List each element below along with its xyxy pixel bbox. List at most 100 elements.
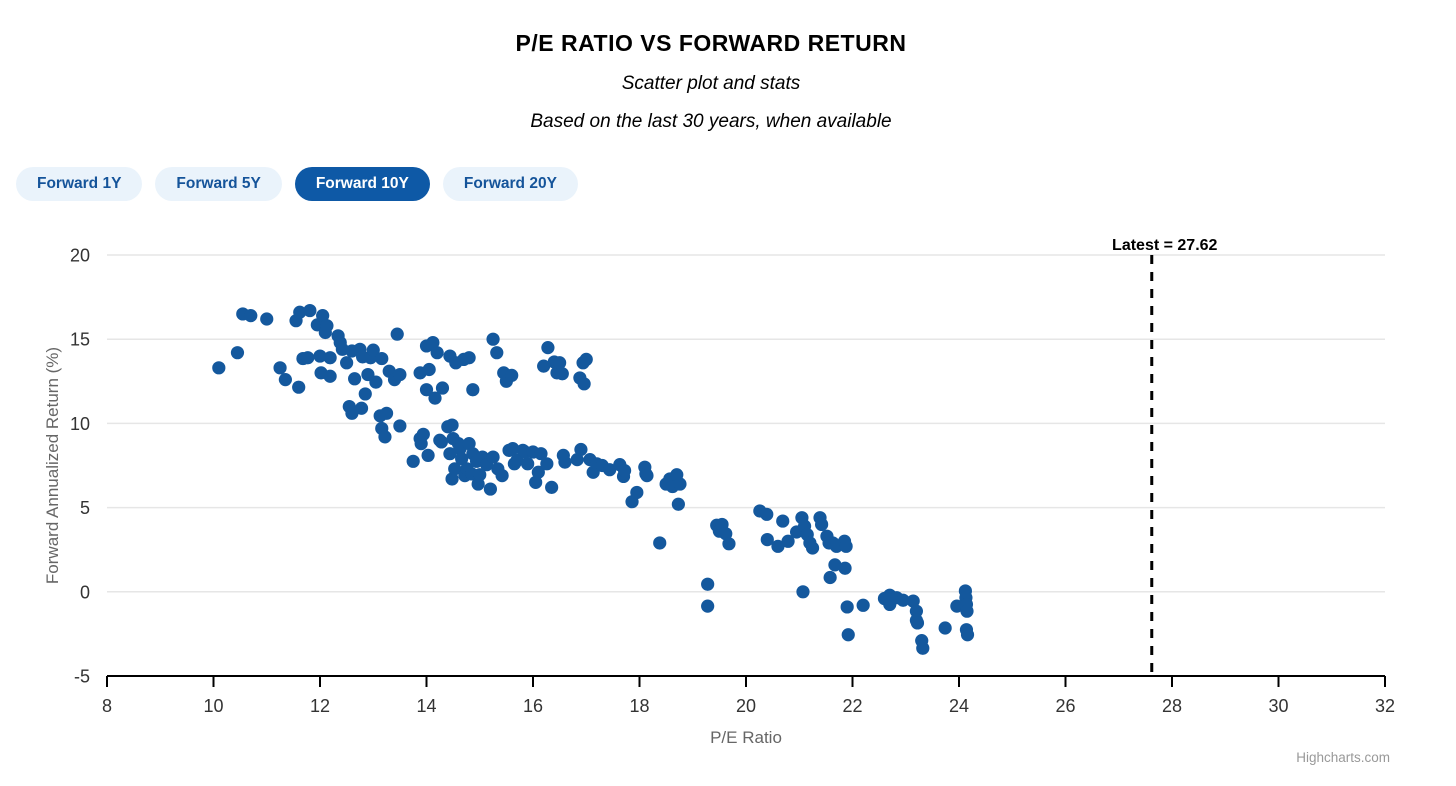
scatter-point[interactable] [553, 356, 567, 370]
scatter-point[interactable] [558, 455, 572, 469]
scatter-point[interactable] [486, 332, 500, 346]
scatter-point[interactable] [292, 380, 306, 394]
scatter-point[interactable] [796, 585, 810, 599]
scatter-point[interactable] [840, 600, 854, 614]
scatter-point[interactable] [278, 373, 292, 387]
scatter-point[interactable] [366, 343, 380, 357]
button-forward-5y[interactable]: Forward 5Y [155, 167, 282, 201]
scatter-point[interactable] [445, 418, 459, 432]
scatter-point[interactable] [960, 604, 974, 618]
scatter-point[interactable] [358, 387, 372, 401]
scatter-point[interactable] [416, 427, 430, 441]
scatter-point[interactable] [466, 383, 480, 397]
scatter-point[interactable] [579, 352, 593, 367]
scatter-point[interactable] [422, 362, 436, 377]
scatter-point[interactable] [531, 465, 545, 479]
scatter-point[interactable] [896, 593, 910, 607]
scatter-point[interactable] [323, 369, 337, 383]
button-forward-20y[interactable]: Forward 20Y [442, 167, 578, 201]
scatter-point[interactable] [577, 377, 591, 391]
scatter-point[interactable] [212, 361, 226, 375]
scatter-point[interactable] [653, 536, 667, 550]
scatter-point[interactable] [701, 577, 715, 591]
scatter-point[interactable] [771, 539, 785, 553]
scatter-point[interactable] [430, 346, 444, 360]
scatter-point[interactable] [534, 447, 548, 461]
scatter-point[interactable] [379, 406, 394, 420]
scatter-point[interactable] [443, 447, 457, 461]
scatter-point[interactable] [823, 570, 837, 585]
scatter-point[interactable] [537, 359, 551, 373]
scatter-point[interactable] [719, 527, 733, 541]
scatter-point[interactable] [428, 391, 442, 405]
scatter-point[interactable] [244, 309, 258, 323]
scatter-point[interactable] [230, 346, 245, 360]
scatter-point[interactable] [506, 442, 520, 456]
scatter-point[interactable] [815, 517, 829, 532]
scatter-point[interactable] [369, 375, 383, 389]
scatter-point[interactable] [505, 368, 519, 383]
scatter-point[interactable] [630, 485, 644, 500]
scatter-point[interactable] [640, 469, 654, 483]
scatter-point[interactable] [760, 507, 774, 521]
scatter-point[interactable] [776, 514, 790, 528]
scatter-point[interactable] [448, 462, 462, 476]
scatter-point[interactable] [701, 599, 715, 613]
scatter-point[interactable] [490, 346, 504, 360]
scatter-point[interactable] [495, 469, 509, 483]
scatter-point[interactable] [393, 419, 407, 433]
scatter-point[interactable] [570, 453, 584, 467]
scatter-point[interactable] [303, 303, 317, 318]
scatter-point[interactable] [603, 463, 617, 477]
scatter-point[interactable] [483, 482, 497, 496]
button-forward-10y[interactable]: Forward 10Y [294, 167, 430, 201]
scatter-point[interactable] [529, 475, 543, 489]
scatter-point[interactable] [671, 497, 685, 511]
scatter-point[interactable] [574, 442, 588, 457]
scatter-point[interactable] [340, 356, 354, 370]
scatter-point[interactable] [486, 450, 500, 464]
scatter-point[interactable] [839, 539, 853, 553]
scatter-point[interactable] [760, 532, 774, 547]
scatter-point[interactable] [348, 372, 362, 386]
scatter-point[interactable] [960, 628, 975, 642]
scatter-point[interactable] [555, 367, 569, 381]
scatter-point[interactable] [390, 327, 404, 341]
scatter-point[interactable] [260, 312, 274, 326]
scatter-point[interactable] [856, 598, 870, 612]
scatter-point[interactable] [393, 367, 407, 382]
scatter-point[interactable] [313, 349, 327, 363]
scatter-point[interactable] [521, 457, 535, 471]
scatter-point[interactable] [455, 452, 469, 466]
scatter-point[interactable] [722, 537, 736, 551]
scatter-point[interactable] [909, 604, 924, 618]
scatter-point[interactable] [910, 616, 925, 630]
scatter-point[interactable] [617, 463, 632, 478]
scatter-point[interactable] [445, 472, 459, 486]
scatter-point[interactable] [426, 335, 440, 350]
scatter-point[interactable] [406, 454, 420, 468]
scatter-point[interactable] [545, 480, 559, 494]
scatter-point[interactable] [828, 558, 842, 572]
scatter-point[interactable] [805, 541, 820, 555]
scatter-point[interactable] [673, 477, 687, 491]
button-forward-1y[interactable]: Forward 1Y [16, 167, 143, 201]
scatter-point[interactable] [378, 430, 392, 444]
scatter-point[interactable] [320, 319, 334, 333]
scatter-point[interactable] [462, 437, 476, 451]
scatter-point[interactable] [510, 453, 524, 468]
scatter-point[interactable] [473, 468, 487, 482]
scatter-point[interactable] [354, 401, 369, 415]
scatter-point[interactable] [916, 641, 930, 655]
scatter-point[interactable] [421, 448, 435, 462]
scatter-point[interactable] [462, 351, 476, 365]
scatter-point[interactable] [906, 594, 920, 608]
scatter-point[interactable] [323, 351, 337, 365]
scatter-point[interactable] [301, 351, 315, 365]
scatter-point[interactable] [293, 305, 307, 319]
scatter-point[interactable] [435, 381, 450, 395]
scatter-point[interactable] [938, 621, 952, 635]
scatter-point[interactable] [540, 457, 554, 471]
scatter-point[interactable] [838, 561, 852, 575]
scatter-point[interactable] [419, 383, 434, 397]
